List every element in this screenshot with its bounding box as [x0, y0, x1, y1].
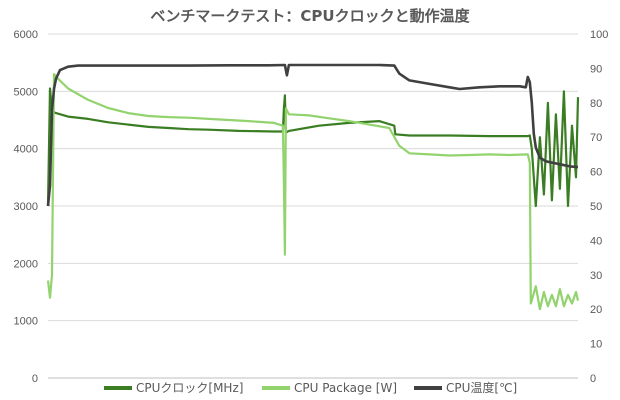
left-tick-label: 1000	[14, 316, 38, 328]
legend-item-package[interactable]: CPU Package [W]	[262, 381, 397, 395]
series-line-clock	[46, 87, 580, 208]
right-tick-label: 50	[590, 201, 602, 213]
series-lines	[46, 63, 580, 311]
chart-title: ベンチマークテスト：CPUクロックと動作温度	[150, 7, 470, 25]
right-axis-ticks: 0 10 20 30 40 50 60 70 80 90 100	[590, 29, 608, 385]
legend-item-temp[interactable]: CPU温度[℃]	[414, 380, 517, 395]
right-tick-label: 100	[590, 29, 608, 41]
left-tick-label: 3000	[14, 201, 38, 213]
gridlines	[48, 33, 578, 379]
legend-label-temp: CPU温度[℃]	[446, 380, 517, 395]
left-tick-label: 4000	[14, 144, 38, 156]
legend: CPUクロック[MHz] CPU Package [W] CPU温度[℃]	[104, 380, 517, 395]
right-tick-label: 80	[590, 98, 602, 110]
right-tick-label: 0	[590, 373, 596, 385]
legend-label-package: CPU Package [W]	[294, 381, 397, 395]
left-tick-label: 2000	[14, 258, 38, 270]
right-tick-label: 70	[590, 132, 602, 144]
left-tick-label: 6000	[14, 29, 38, 41]
right-tick-label: 60	[590, 167, 602, 179]
legend-label-clock: CPUクロック[MHz]	[136, 381, 243, 395]
right-tick-label: 40	[590, 235, 602, 247]
right-tick-label: 30	[590, 270, 602, 282]
left-axis-ticks: 0 1000 2000 3000 4000 5000 6000	[14, 29, 38, 385]
series-line-package	[46, 73, 580, 311]
left-tick-label: 5000	[14, 86, 38, 98]
series-line-temp	[46, 63, 579, 207]
right-tick-label: 10	[590, 339, 602, 351]
legend-item-clock[interactable]: CPUクロック[MHz]	[104, 381, 243, 395]
right-tick-label: 90	[590, 63, 602, 75]
right-tick-label: 20	[590, 304, 602, 316]
left-tick-label: 0	[32, 373, 38, 385]
